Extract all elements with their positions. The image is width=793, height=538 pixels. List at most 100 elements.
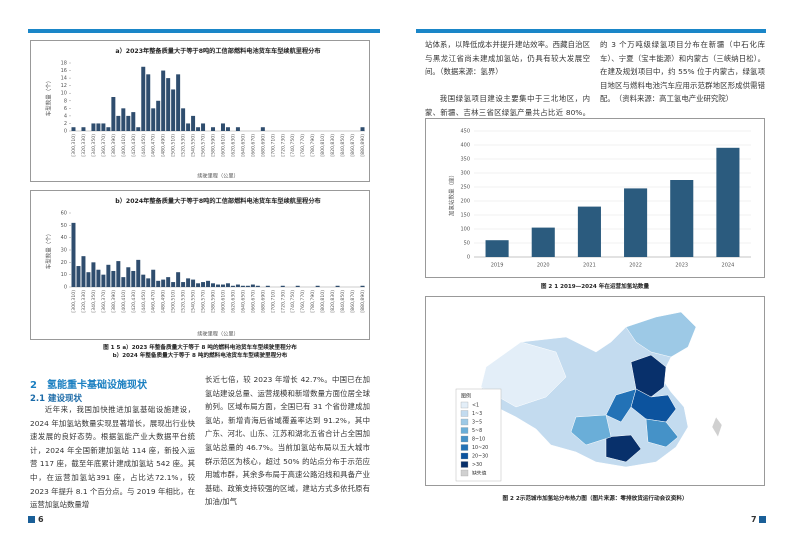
bar <box>156 100 161 131</box>
bar <box>121 108 126 131</box>
legend-label: 3~5 <box>472 420 482 426</box>
bar <box>265 285 270 287</box>
bar <box>156 280 161 287</box>
bar <box>106 127 111 131</box>
legend-label: 8~10 <box>472 437 485 443</box>
x-tick-label: [580,590) <box>211 134 217 157</box>
legend-label: 1~3 <box>472 411 482 417</box>
legend-label: 10~20 <box>472 445 488 451</box>
bar <box>161 70 166 131</box>
x-tick-label: [500,510) <box>171 290 177 313</box>
y-tick-label: 150 <box>460 213 470 219</box>
legend-swatch <box>460 418 469 426</box>
bar <box>101 274 106 287</box>
x-tick-label: 2023 <box>675 263 688 269</box>
map-region <box>480 341 567 408</box>
legend-swatch <box>460 469 469 477</box>
x-tick-label: [780,790) <box>310 290 316 313</box>
x-tick-label: [860,870) <box>350 290 356 313</box>
bar <box>76 266 81 287</box>
x-tick-label: [620,630) <box>230 134 236 157</box>
x-tick-label: [700,710) <box>270 290 276 313</box>
x-tick-label: 2024 <box>722 263 735 269</box>
x-tick-label: [880,890) <box>360 290 366 313</box>
x-tick-label: [660,670) <box>250 290 256 313</box>
bar <box>126 115 131 131</box>
x-tick-label: [520,530) <box>181 290 187 313</box>
caption: 图 2 1 2019—2024 年在运营加氢站数量 <box>540 284 650 290</box>
bar <box>186 278 191 287</box>
bar <box>91 262 96 287</box>
subsection-heading: 2.1 建设现状 <box>30 394 83 404</box>
x-tick-label: [360,370) <box>101 134 107 157</box>
x-tick-label: [460,470) <box>151 290 157 313</box>
body-text: 站体系，以降低成本并提升建站效率。西藏自治区与黑龙江省尚未建成加氢站，仍具有较大… <box>425 40 590 77</box>
y-tick-label: 14 <box>61 76 67 82</box>
bar <box>220 123 225 131</box>
bar <box>225 283 230 287</box>
bar <box>201 123 206 131</box>
bar <box>255 285 260 287</box>
caption: 图 2 2示范城市加氢站分布热力图（图片来源：零排放货运行动会议资料） <box>502 496 688 502</box>
x-axis-label: 续驶里程（公里） <box>197 172 239 180</box>
x-tick-label: [560,570) <box>201 134 207 157</box>
y-tick-label: 4 <box>64 113 67 119</box>
bar <box>116 261 121 287</box>
map-region <box>605 434 642 463</box>
x-tick-label: [320,330) <box>81 290 87 313</box>
bar <box>250 284 255 287</box>
bar <box>161 279 166 287</box>
y-tick-label: 50 <box>61 223 67 229</box>
x-tick-label: [420,430) <box>131 134 137 157</box>
bar <box>171 282 176 287</box>
x-tick-label: 2021 <box>583 263 596 269</box>
x-axis-label: 续驶里程（公里） <box>197 330 239 338</box>
legend-label: 20~30 <box>472 454 488 460</box>
y-tick-label: 30 <box>61 248 67 254</box>
x-tick-label: [340,350) <box>91 290 97 313</box>
y-tick-label: 12 <box>61 83 67 89</box>
bar <box>111 270 116 287</box>
bar <box>211 127 216 131</box>
x-tick-label: [660,670) <box>250 134 256 157</box>
x-tick-label: [540,550) <box>191 290 197 313</box>
bar <box>220 284 225 287</box>
x-tick-label: [520,530) <box>181 134 187 157</box>
bar <box>191 115 196 131</box>
x-tick-label: [640,650) <box>240 290 246 313</box>
x-tick-label: [500,510) <box>171 134 177 157</box>
y-tick-label: 2 <box>64 121 67 127</box>
bar <box>716 147 740 257</box>
bar <box>146 74 151 131</box>
y-tick-label: 450 <box>460 129 470 135</box>
y-tick-label: 200 <box>460 199 470 205</box>
legend-swatch <box>460 427 469 434</box>
bar <box>176 74 181 131</box>
bar <box>335 285 340 287</box>
bar <box>295 285 300 287</box>
bar <box>485 240 509 257</box>
bar <box>151 269 156 287</box>
body-text: 近年来，我国加快推进加氢基础设施建设，2024 年加氢站数量实现显著增长，展现出… <box>30 405 195 510</box>
bar <box>245 285 250 287</box>
x-tick-label: [300,310) <box>71 134 77 157</box>
y-tick-label: 10 <box>61 91 67 97</box>
bar <box>280 285 285 287</box>
bar <box>141 66 146 131</box>
caption: b）2024 年整备质量大于等于 8 吨的燃料电池货车车型续驶里程分布 <box>112 353 288 359</box>
bar <box>136 127 141 131</box>
bar <box>106 264 111 287</box>
x-tick-label: [400,410) <box>121 290 127 313</box>
bar <box>146 278 151 287</box>
page-number: 6 <box>38 515 44 524</box>
x-tick-label: [400,410) <box>121 134 127 157</box>
bar <box>201 282 206 287</box>
x-tick-label: [640,650) <box>240 134 246 157</box>
bar <box>235 284 240 287</box>
body-text: 长近七倍，较 2023 年增长 42.7%。中国已在加氢站建设总量、运营规模和新… <box>205 375 370 507</box>
y-tick-label: 300 <box>460 171 470 177</box>
bar <box>624 188 648 257</box>
bar <box>191 279 196 287</box>
y-axis-label: 车型数量（个） <box>45 78 53 117</box>
x-tick-label: [760,770) <box>300 290 306 313</box>
